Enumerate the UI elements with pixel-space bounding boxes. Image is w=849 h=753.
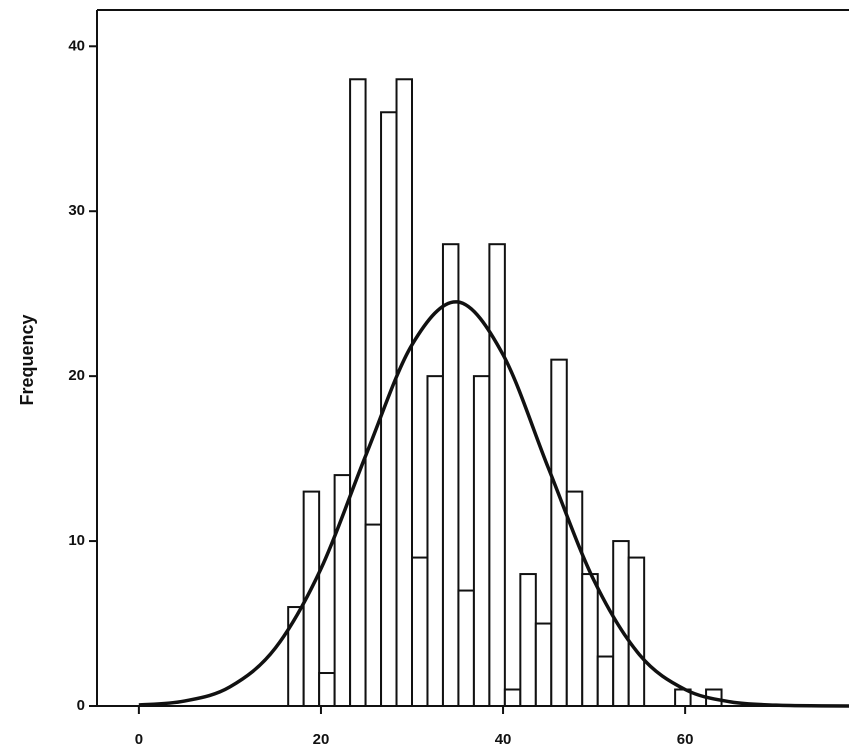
- bar: [349, 78, 367, 707]
- bar: [457, 589, 475, 707]
- bar: [395, 78, 414, 707]
- x-tick-label: 20: [313, 731, 330, 748]
- bar: [318, 672, 336, 708]
- bar: [364, 523, 383, 707]
- bar: [426, 375, 444, 707]
- x-tick-label: 60: [677, 731, 694, 748]
- bar: [534, 622, 553, 707]
- bar: [627, 556, 646, 707]
- bar: [411, 556, 429, 707]
- bar: [302, 490, 321, 707]
- y-tick-label: 10: [68, 532, 85, 549]
- bar: [488, 243, 506, 707]
- y-tick-label: 40: [68, 37, 85, 54]
- bar: [287, 606, 305, 708]
- y-tick-label: 20: [68, 367, 85, 384]
- bar: [333, 474, 352, 707]
- y-tick-label: 30: [68, 202, 85, 219]
- bar: [519, 573, 537, 708]
- y-axis-label: Frequency: [17, 314, 37, 405]
- bar: [550, 358, 568, 707]
- bar: [472, 375, 491, 707]
- bar: [441, 243, 460, 707]
- x-tick-label: 40: [495, 731, 512, 748]
- bar: [503, 688, 522, 707]
- bar: [581, 573, 599, 708]
- x-tick-label: 0: [135, 731, 143, 748]
- y-tick-label: 0: [77, 697, 85, 714]
- bar: [596, 655, 615, 707]
- normal-curve: [138, 300, 849, 708]
